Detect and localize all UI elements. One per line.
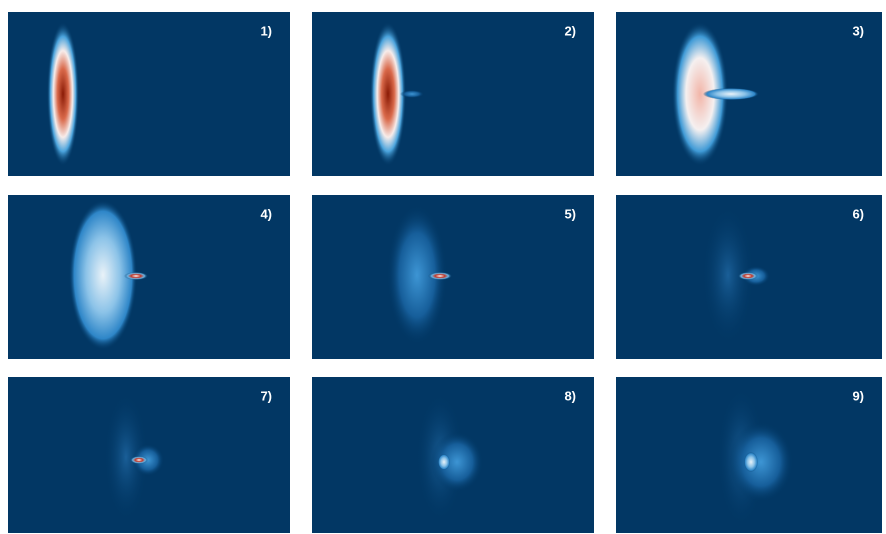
panel-label: 9) <box>852 388 864 403</box>
panel-label: 8) <box>564 388 576 403</box>
wave-field <box>438 454 450 470</box>
wave-field <box>738 272 758 280</box>
panel: 2) <box>312 12 594 176</box>
panel: 1) <box>8 12 290 176</box>
panel: 8) <box>312 377 594 533</box>
panel-background <box>312 12 594 176</box>
panel-label: 4) <box>260 206 272 221</box>
panel-label: 2) <box>564 23 576 38</box>
panel: 5) <box>312 195 594 359</box>
panel: 7) <box>8 377 290 533</box>
panel-label: 7) <box>260 388 272 403</box>
panel-label: 6) <box>852 206 864 221</box>
panel: 3) <box>616 12 882 176</box>
figure: 1) 2) 3) 4) 5) 6) 7) 8) 9) <box>0 0 886 534</box>
wave-field <box>744 452 758 472</box>
panel-label: 5) <box>564 206 576 221</box>
wave-field <box>729 422 793 502</box>
wave-field <box>124 272 148 280</box>
wave-field <box>130 456 148 464</box>
panel: 9) <box>616 377 882 533</box>
panel-label: 1) <box>260 23 272 38</box>
wave-field <box>703 88 759 100</box>
wave-field <box>400 90 424 98</box>
wave-field <box>47 22 79 166</box>
panel-background <box>312 195 594 359</box>
panel-label: 3) <box>852 23 864 38</box>
panel: 6) <box>616 195 882 359</box>
panel: 4) <box>8 195 290 359</box>
panel-background <box>8 195 290 359</box>
wave-field <box>428 272 452 280</box>
